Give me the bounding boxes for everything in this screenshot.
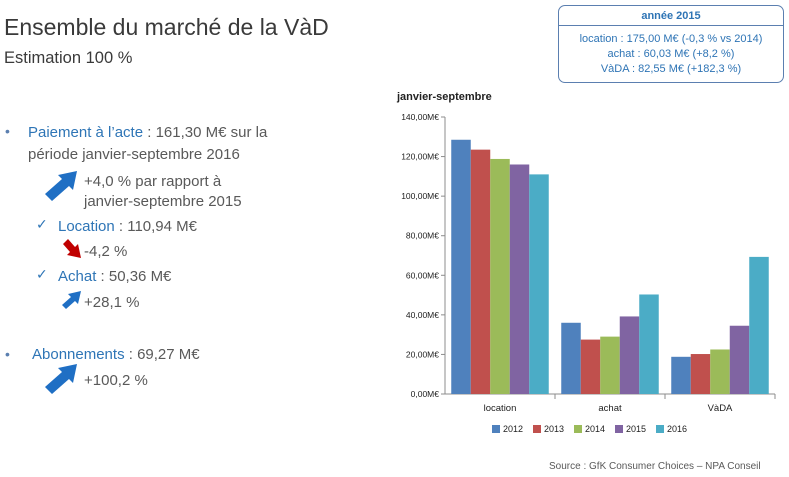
y-tick-label: 60,00M€ [406,270,439,280]
down-arrow-icon [63,239,81,258]
info-box: année 2015 location : 175,00 M€ (-0,3 % … [558,5,784,83]
bar-location-2016 [529,174,549,394]
bar-location-2015 [509,164,530,394]
y-tick-label: 140,00M€ [401,112,439,122]
bar-chart: 0,00M€ 20,00M€ 40,00M€ 60,00M€ 80,00M€ 100,00… [401,112,776,434]
bar-achat-2013 [580,339,601,394]
page-title: Ensemble du marché de la VàD [4,14,329,40]
location-label: Location [58,218,115,235]
check-icon: ✓ [36,216,48,232]
paiement-line2: période janvier-septembre 2016 [28,146,240,163]
abonnements-change: +100,2 % [84,372,148,389]
location-line: Location : 110,94 M€ [58,216,197,237]
achat-change: +28,1 % [84,294,140,311]
legend-label-2014: 2014 [585,424,605,434]
bar-achat-2015 [619,316,640,394]
achat-value: : 50,36 M€ [96,268,172,285]
bar-location-2013 [470,149,491,394]
bar-location-2014 [490,158,510,394]
bar-achat-2014 [600,336,620,394]
up-arrow-icon [45,364,77,394]
info-line-location: location : 175,00 M€ (-0,3 % vs 2014) [579,33,763,45]
abonnements-value: : 69,27 M€ [124,346,200,363]
chart-title: janvier-septembre [397,91,492,103]
check-icon: ✓ [36,266,48,282]
abonnements-label: Abonnements [32,346,125,363]
bar-VàDA-2013 [690,354,711,394]
location-value: : 110,94 M€ [114,218,197,235]
achat-label: Achat [58,268,97,285]
y-tick-label: 120,00M€ [401,152,439,162]
info-line-achat: achat : 60,03 M€ (+8,2 %) [607,48,735,60]
up-arrow-icon [45,171,77,201]
legend-swatch-2012 [492,425,500,433]
source-note: Source : GfK Consumer Choices – NPA Cons… [549,461,761,472]
bar-location-2012 [451,139,471,394]
paiement-change-line1: +4,0 % par rapport à [84,173,222,190]
y-tick-label: 0,00M€ [411,389,440,399]
paiement-label: Paiement à l’acte [28,124,144,141]
bar-VàDA-2016 [749,256,769,394]
legend-label-2012: 2012 [503,424,523,434]
paiement-line1: Paiement à l’acte : 161,30 M€ sur la [28,122,267,143]
bar-achat-2016 [639,294,659,394]
x-tick-label: location [484,403,517,414]
info-box-heading: année 2015 [559,6,783,26]
paiement-change-line2: janvier-septembre 2015 [84,193,242,210]
achat-line: Achat : 50,36 M€ [58,266,171,287]
paiement-value: : 161,30 M€ sur la [143,124,268,141]
location-change: -4,2 % [84,243,128,260]
abonnements-line: Abonnements : 69,27 M€ [32,344,200,365]
bullet-icon: • [5,346,10,362]
legend-swatch-2015 [615,425,623,433]
x-tick-label: achat [598,403,622,414]
y-tick-label: 80,00M€ [406,231,439,241]
y-tick-label: 40,00M€ [406,310,439,320]
x-tick-label: VàDA [708,403,733,414]
y-tick-label: 100,00M€ [401,191,439,201]
legend-swatch-2013 [533,425,541,433]
legend-label-2013: 2013 [544,424,564,434]
bar-VàDA-2014 [710,349,730,394]
info-line-vada: VàDA : 82,55 M€ (+182,3 %) [600,63,742,75]
legend-label-2015: 2015 [626,424,646,434]
legend-label-2016: 2016 [667,424,687,434]
legend-swatch-2016 [656,425,664,433]
bar-VàDA-2012 [671,356,691,394]
bar-VàDA-2015 [729,325,750,394]
page-subtitle: Estimation 100 % [4,49,133,67]
bar-achat-2012 [561,322,581,394]
bullet-icon: • [5,123,10,139]
legend-swatch-2014 [574,425,582,433]
up-arrow-icon [62,291,81,309]
y-tick-label: 20,00M€ [406,349,439,359]
